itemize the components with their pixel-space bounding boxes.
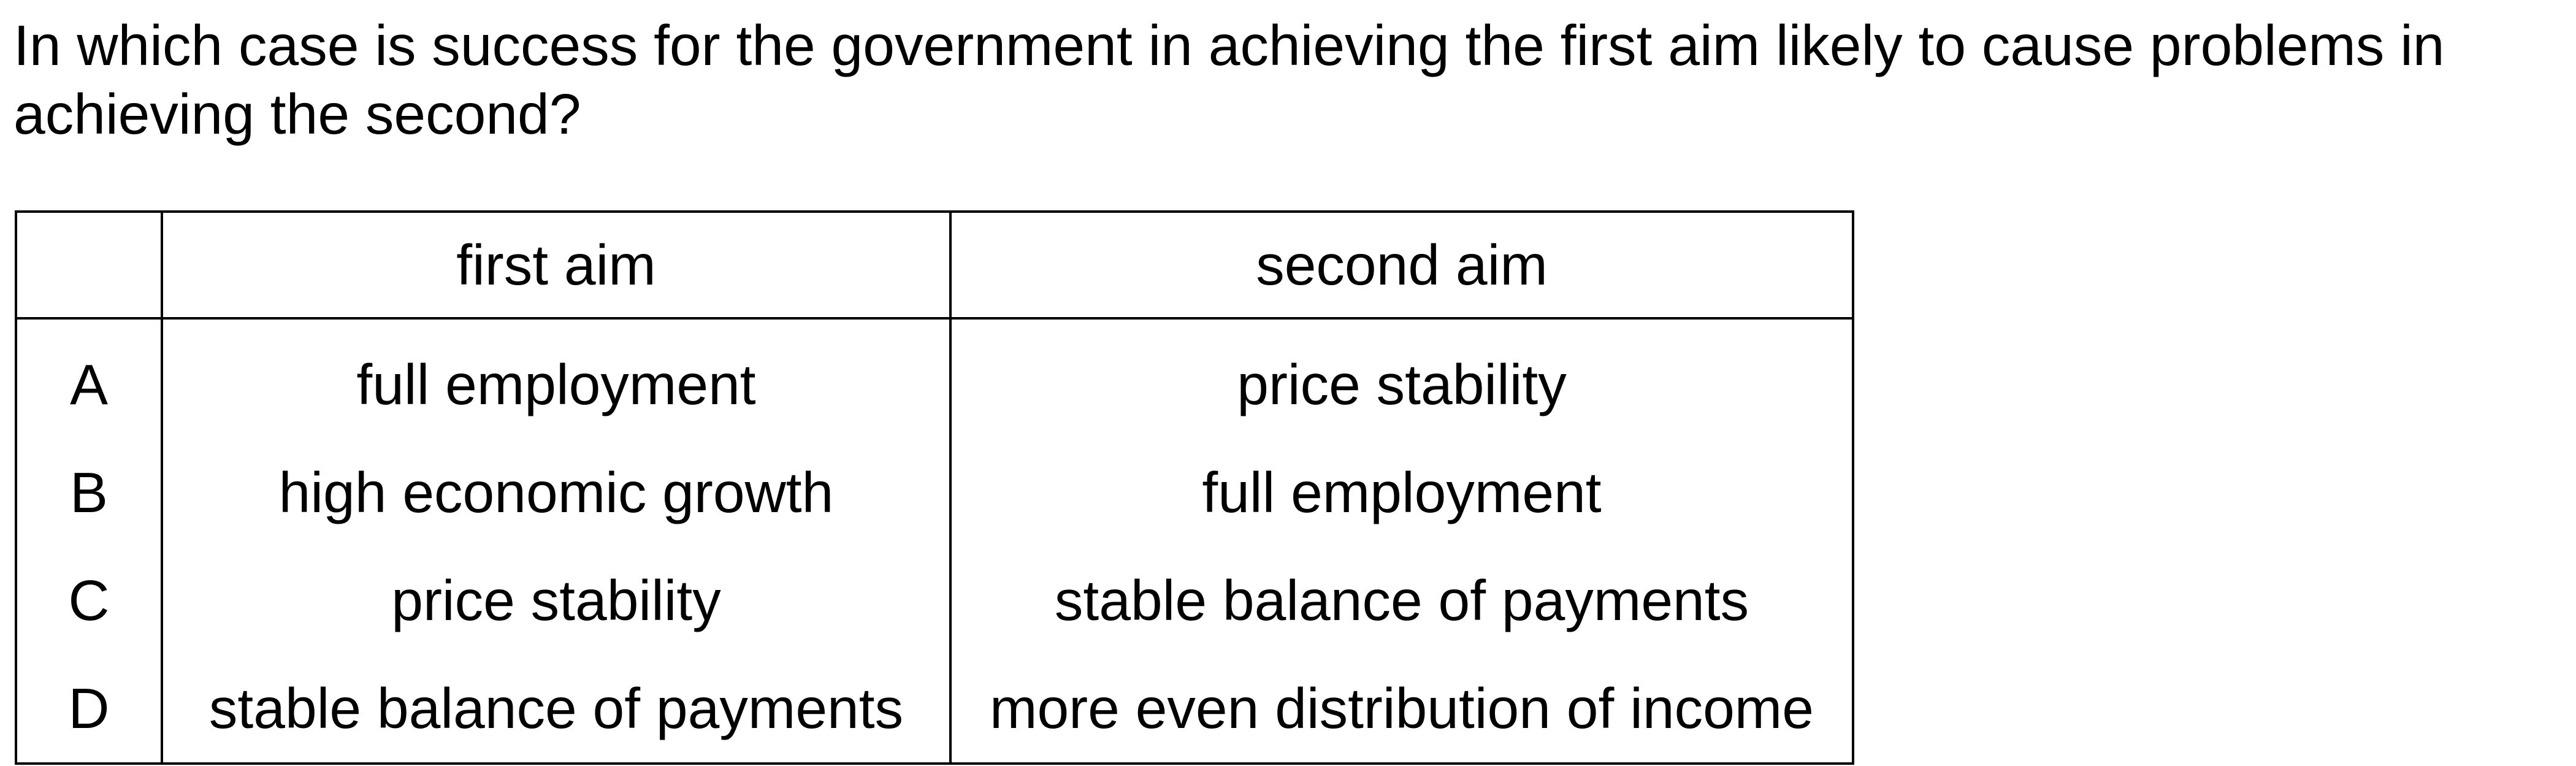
option-row-a: A full employment price stability bbox=[15, 318, 1854, 439]
option-letter: C bbox=[15, 546, 163, 654]
option-row-b: B high economic growth full employment bbox=[15, 439, 1854, 546]
option-second-aim: stable balance of payments bbox=[949, 546, 1854, 654]
header-second-aim: second aim bbox=[949, 210, 1854, 320]
option-row-c: C price stability stable balance of paym… bbox=[15, 546, 1854, 654]
option-second-aim: full employment bbox=[949, 439, 1854, 546]
question-text: In which case is success for the governm… bbox=[13, 13, 2445, 146]
header-letter-cell bbox=[15, 210, 163, 320]
options-table: first aim second aim A full employment p… bbox=[15, 210, 1854, 765]
option-letter: B bbox=[15, 439, 163, 546]
option-row-d: D stable balance of payments more even d… bbox=[15, 654, 1854, 765]
option-second-aim: price stability bbox=[949, 318, 1854, 439]
option-letter: D bbox=[15, 654, 163, 765]
option-first-aim: stable balance of payments bbox=[161, 654, 952, 765]
header-first-aim: first aim bbox=[161, 210, 952, 320]
option-first-aim: high economic growth bbox=[161, 439, 952, 546]
option-letter: A bbox=[15, 318, 163, 439]
option-first-aim: price stability bbox=[161, 546, 952, 654]
table-header-row: first aim second aim bbox=[15, 210, 1854, 320]
option-first-aim: full employment bbox=[161, 318, 952, 439]
option-second-aim: more even distribution of income bbox=[949, 654, 1854, 765]
